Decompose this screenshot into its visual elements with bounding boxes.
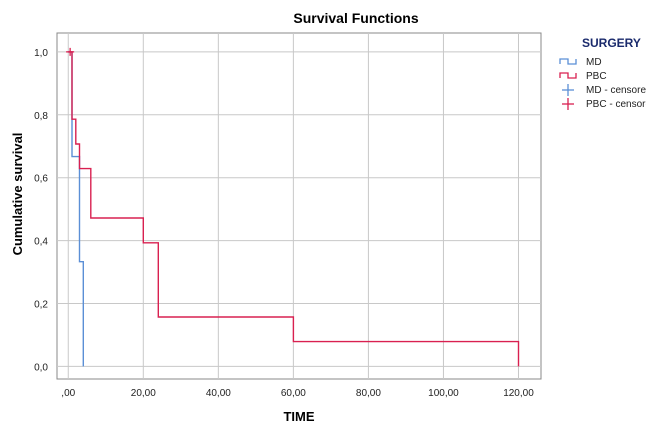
- legend-entry: PBC - censored: [562, 98, 646, 110]
- y-tick-label: 0,0: [34, 362, 48, 373]
- legend-label: MD: [586, 57, 602, 68]
- series-line-pbc: [68, 51, 520, 367]
- legend-swatch-censor: [562, 84, 574, 96]
- legend: SURGERY MD PBC MD - censored PBC - censored: [559, 36, 646, 110]
- legend-swatch-censor: [562, 98, 574, 110]
- legend-entry: PBC: [559, 71, 607, 82]
- legend-swatch: [559, 58, 577, 65]
- legend-label: MD - censored: [586, 85, 646, 96]
- x-tick-label: 40,00: [206, 388, 231, 399]
- x-tick-label: 80,00: [356, 388, 381, 399]
- y-tick-label: 0,6: [34, 174, 48, 185]
- legend-swatch: [559, 72, 577, 79]
- x-tick-label: 100,00: [428, 388, 459, 399]
- series-layer: [66, 47, 520, 367]
- grid: [57, 33, 541, 379]
- censor-mark-pbc: [66, 47, 75, 56]
- x-tick-label: 120,00: [503, 388, 534, 399]
- x-tick-label: ,00: [61, 388, 75, 399]
- plot-area: [56, 32, 542, 380]
- legend-title: SURGERY: [582, 36, 641, 50]
- y-tick-label: 1,0: [34, 48, 48, 59]
- legend-entry: MD: [559, 57, 602, 68]
- y-tick-label: 0,2: [34, 300, 48, 311]
- x-tick-label: 60,00: [281, 388, 306, 399]
- y-tick-label: 0,8: [34, 111, 48, 122]
- y-axis-label: Cumulative survival: [10, 133, 25, 256]
- legend-label: PBC - censored: [586, 99, 646, 110]
- y-tick-label: 0,4: [34, 237, 48, 248]
- x-axis-label: TIME: [283, 409, 314, 424]
- axis-ticks: ,00 20,00 40,00 60,00 80,00 100,00 120,00 0,0 0,…: [34, 48, 534, 399]
- chart-title: Survival Functions: [293, 10, 418, 26]
- legend-entry: MD - censored: [562, 84, 646, 96]
- x-tick-label: 20,00: [131, 388, 156, 399]
- legend-label: PBC: [586, 71, 607, 82]
